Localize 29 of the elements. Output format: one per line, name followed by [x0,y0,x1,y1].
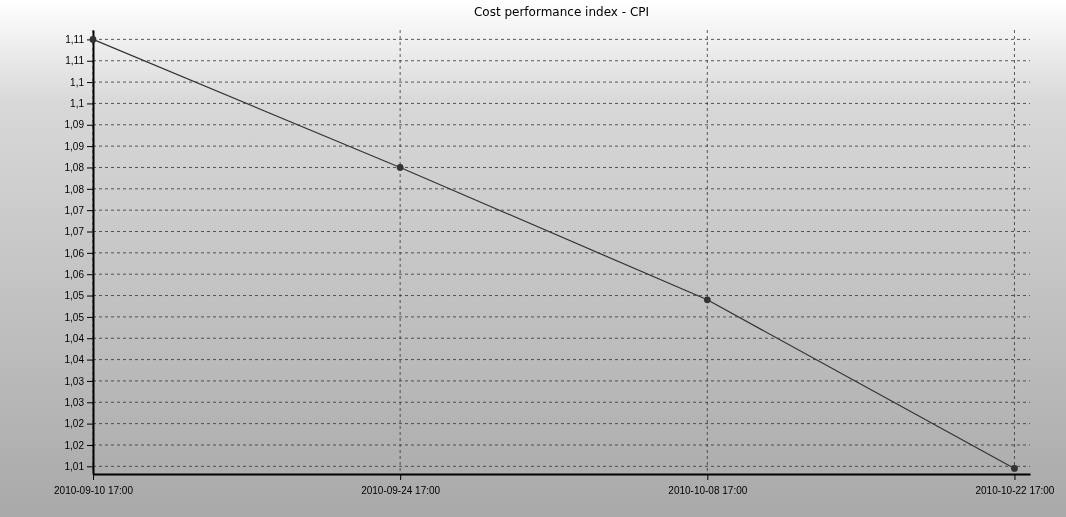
y-tick-label: 1,01 [64,461,85,473]
point [1011,465,1018,472]
y-tick-label: 1,08 [64,162,85,174]
y-tick-label: 1,07 [64,226,85,238]
y-tick-label: 1,06 [64,247,85,259]
y-tick-label: 1,04 [64,354,85,366]
y-tick-label: 1,09 [64,140,85,152]
y-tick-label: 1,02 [64,418,85,430]
y-tick-label: 1,03 [64,375,85,387]
point [703,296,711,304]
chart-title: Cost performance index - CPI [473,5,650,19]
x-tick-label: 2010-10-08 17:00 [668,485,748,496]
y-tick-label: 1,06 [64,268,85,280]
x-tick-label: 2010-10-22 17:00 [975,485,1055,496]
y-tick-label: 1,08 [64,183,85,195]
y-tick-label: 1,04 [64,332,85,344]
y-tick-label: 1,11 [65,34,85,46]
y-tick-label: 1,05 [64,311,85,323]
x-tick-label: 2010-09-24 17:00 [361,485,441,496]
x-tick-label: 2010-09-10 17:00 [54,485,134,496]
y-tick-label: 1,1 [70,98,85,110]
y-tick-label: 1,11 [65,55,85,67]
y-tick-label: 1,03 [64,396,85,408]
y-tick-label: 1,07 [64,204,85,216]
y-tick-label: 1,02 [64,439,85,451]
y-tick-label: 1,09 [64,119,85,131]
y-tick-label: 1,05 [64,290,85,302]
y-tick-label: 1,1 [70,76,85,88]
point [396,164,404,171]
